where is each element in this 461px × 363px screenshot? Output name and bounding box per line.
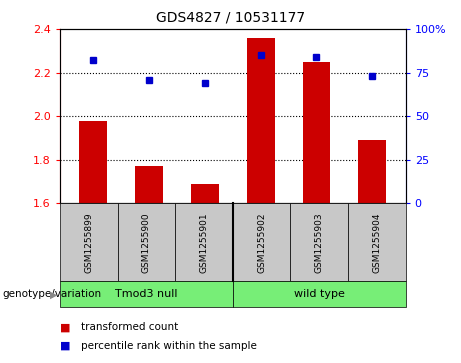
Bar xyxy=(358,140,386,203)
Text: GSM1255901: GSM1255901 xyxy=(200,212,208,273)
Text: GDS4827 / 10531177: GDS4827 / 10531177 xyxy=(156,11,305,25)
Text: GSM1255903: GSM1255903 xyxy=(315,212,324,273)
Bar xyxy=(135,166,163,203)
Text: ■: ■ xyxy=(60,340,71,351)
Bar xyxy=(79,121,107,203)
Bar xyxy=(191,184,219,203)
Text: percentile rank within the sample: percentile rank within the sample xyxy=(81,340,257,351)
Text: genotype/variation: genotype/variation xyxy=(2,289,101,299)
Text: GSM1255904: GSM1255904 xyxy=(372,212,381,273)
Bar xyxy=(247,38,275,203)
Text: transformed count: transformed count xyxy=(81,322,178,333)
Text: ▶: ▶ xyxy=(50,289,58,299)
Text: GSM1255899: GSM1255899 xyxy=(84,212,93,273)
Text: wild type: wild type xyxy=(294,289,345,299)
Bar xyxy=(302,62,331,203)
Text: ■: ■ xyxy=(60,322,71,333)
Text: GSM1255902: GSM1255902 xyxy=(257,212,266,273)
Text: Tmod3 null: Tmod3 null xyxy=(115,289,177,299)
Text: GSM1255900: GSM1255900 xyxy=(142,212,151,273)
